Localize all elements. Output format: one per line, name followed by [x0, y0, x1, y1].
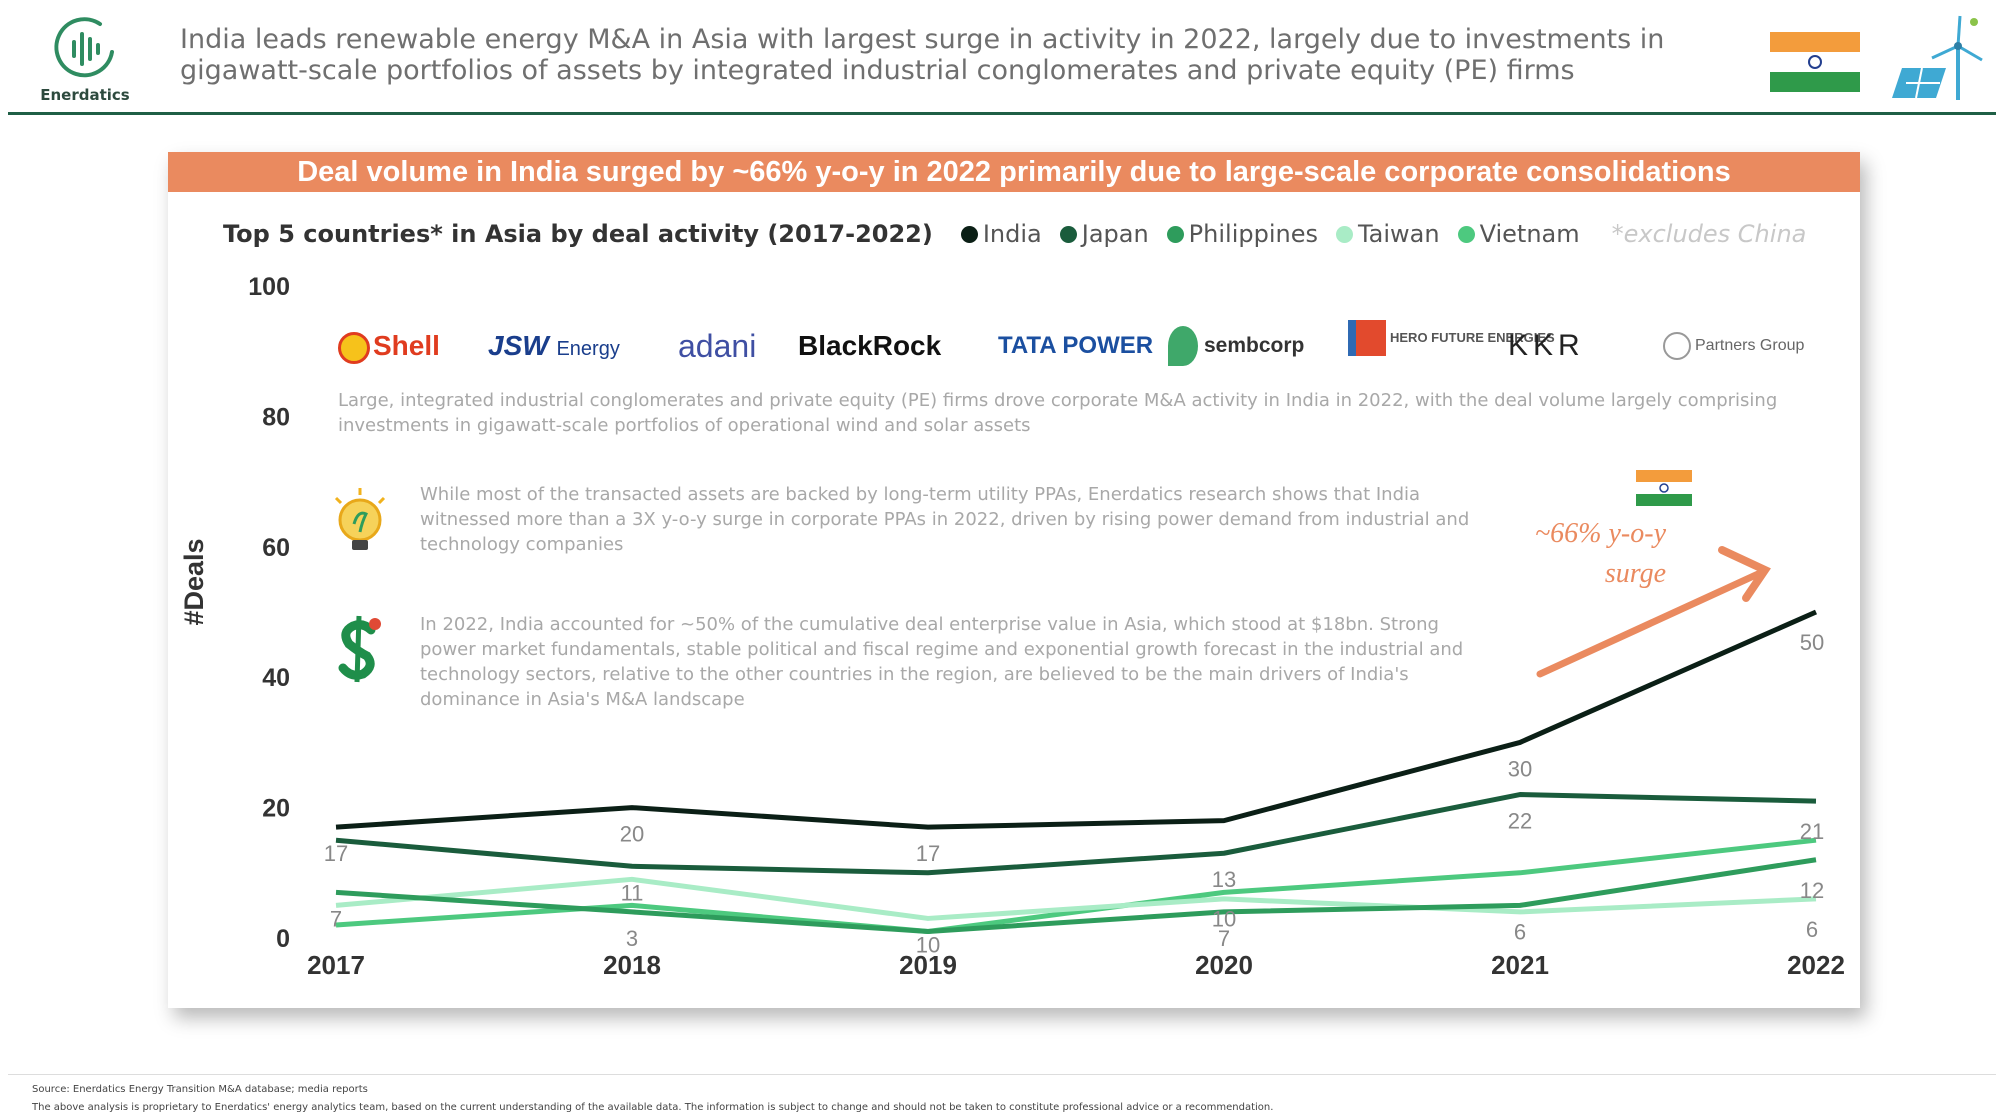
shell-emblem-icon	[338, 331, 370, 364]
legend: India Japan Philippines Taiwan Vietnam	[960, 220, 1598, 248]
y-tick-label: 0	[276, 925, 290, 953]
series-line-taiwan	[335, 876, 1817, 921]
shell-logo: Shell	[338, 320, 440, 372]
jsw-text: JSW	[488, 330, 549, 361]
data-label-japan: 22	[1508, 809, 1532, 834]
kkr-logo: KKR	[1508, 329, 1585, 362]
data-label-philippines: 3	[626, 926, 638, 951]
surge-line-1: ~66% y-o-y	[1535, 518, 1666, 549]
series-line-japan	[335, 792, 1817, 876]
y-tick-label: 80	[262, 403, 290, 431]
wind-turbine-solar-icon	[1892, 15, 1983, 100]
jsw-energy-logo: JSW Energy	[488, 320, 620, 372]
legend-item-japan: Japan	[1059, 220, 1149, 248]
footer-divider	[8, 1074, 1996, 1075]
legend-dot	[1166, 225, 1184, 243]
partners-text: Partners Group	[1695, 337, 1805, 354]
legend-item-philippines: Philippines	[1166, 220, 1318, 248]
legend-dot	[1059, 225, 1077, 243]
surge-annotation: ~66% y-o-y surge	[1516, 514, 1666, 594]
data-label-vietnam: 10	[1212, 906, 1236, 931]
shell-text: Shell	[373, 330, 440, 361]
chart-title: Top 5 countries* in Asia by deal activit…	[223, 220, 933, 248]
note-corporate-ppas: While most of the transacted assets are …	[420, 484, 1470, 555]
legend-item-india: India	[960, 220, 1042, 248]
data-label-philippines: 7	[1218, 926, 1230, 951]
hero-future-energies-logo: HERO FUTURE ENERGIES	[1348, 320, 1555, 372]
x-tick-label: 2017	[307, 950, 365, 980]
x-tick-label: 2019	[899, 950, 957, 980]
legend-item-taiwan: Taiwan	[1335, 220, 1440, 248]
sembcorp-logo: sembcorp	[1168, 320, 1304, 372]
partners-group-circle-icon	[1663, 331, 1691, 360]
hero-emblem-icon	[1348, 320, 1386, 356]
y-tick-label: 60	[262, 534, 290, 562]
upward-arrow-icon	[1536, 546, 1771, 678]
chart-card: Deal volume in India surged by ~66% y-o-…	[168, 152, 1860, 1008]
data-label-taiwan: 6	[1806, 917, 1818, 942]
note-enterprise-value: In 2022, India accounted for ~50% of the…	[420, 614, 1464, 710]
x-tick-label: 2022	[1787, 950, 1845, 980]
legend-label: Philippines	[1188, 220, 1318, 248]
data-label-india: 50	[1800, 630, 1824, 655]
brand-name: Enerdatics	[40, 86, 130, 104]
x-tick-label: 2020	[1195, 950, 1253, 980]
data-label-japan: 13	[1212, 867, 1236, 892]
legend-row: Top 5 countries* in Asia by deal activit…	[223, 216, 1843, 252]
data-label-japan: 21	[1800, 819, 1824, 844]
series-line-india	[335, 609, 1818, 830]
data-label-philippines: 7	[330, 906, 342, 931]
header: Enerdatics India leads renewable energy …	[0, 0, 2000, 118]
lightbulb-icon	[334, 488, 386, 550]
surge-line-2: surge	[1604, 558, 1666, 589]
sembcorp-leaf-icon	[1168, 326, 1198, 367]
india-flag-icon	[1770, 32, 1860, 92]
footnote: *excludes China	[1611, 220, 1807, 248]
series-line-philippines	[335, 857, 1817, 934]
banner-title: Deal volume in India surged by ~66% y-o-…	[168, 152, 1860, 192]
hero-text: HERO FUTURE ENERGIES	[1390, 330, 1555, 345]
data-label-philippines: 12	[1800, 878, 1824, 903]
india-flag-icon	[1636, 470, 1692, 506]
source-note: Source: Enerdatics Energy Transition M&A…	[32, 1084, 368, 1095]
legend-item-vietnam: Vietnam	[1457, 220, 1580, 248]
legend-dot	[1457, 225, 1475, 243]
data-label-india: 30	[1508, 756, 1532, 781]
dollar-icon	[338, 615, 381, 683]
sound-wave-logo-icon	[54, 17, 114, 78]
sembcorp-text: sembcorp	[1204, 334, 1305, 357]
header-divider	[8, 112, 1996, 115]
legend-dot	[1335, 225, 1353, 243]
tata-power-logo: TATA POWER	[998, 332, 1154, 359]
note-corporate-ma: Large, integrated industrial conglomerat…	[338, 390, 1778, 436]
legend-dot	[960, 225, 978, 243]
adani-logo: adani	[678, 328, 757, 364]
legend-label: India	[982, 220, 1042, 248]
jsw-sub-text: Energy	[556, 338, 620, 360]
data-label-philippines: 6	[1514, 919, 1526, 944]
legend-label: Taiwan	[1357, 220, 1440, 248]
blackrock-logo: BlackRock	[798, 330, 942, 361]
y-tick-label: 20	[262, 795, 290, 823]
y-axis-label: #Deals	[179, 538, 209, 625]
partners-group-logo: Partners Group	[1663, 320, 1804, 372]
data-label-india: 20	[620, 822, 644, 847]
y-tick-label: 100	[248, 273, 290, 301]
company-logos: Shell JSW Energy adani BlackRock TATA PO…	[338, 320, 1828, 372]
y-tick-label: 40	[262, 664, 290, 692]
data-label-india: 17	[324, 841, 348, 866]
data-label-japan: 11	[621, 880, 644, 905]
x-tick-label: 2018	[603, 950, 661, 980]
page-headline: India leads renewable energy M&A in Asia…	[180, 24, 1665, 86]
disclaimer: The above analysis is proprietary to Ene…	[32, 1102, 1274, 1113]
data-label-taiwan: 10	[916, 932, 940, 957]
x-tick-label: 2021	[1491, 950, 1549, 980]
legend-label: Japan	[1081, 220, 1149, 248]
data-label-india: 17	[916, 841, 940, 866]
legend-label: Vietnam	[1479, 220, 1580, 248]
